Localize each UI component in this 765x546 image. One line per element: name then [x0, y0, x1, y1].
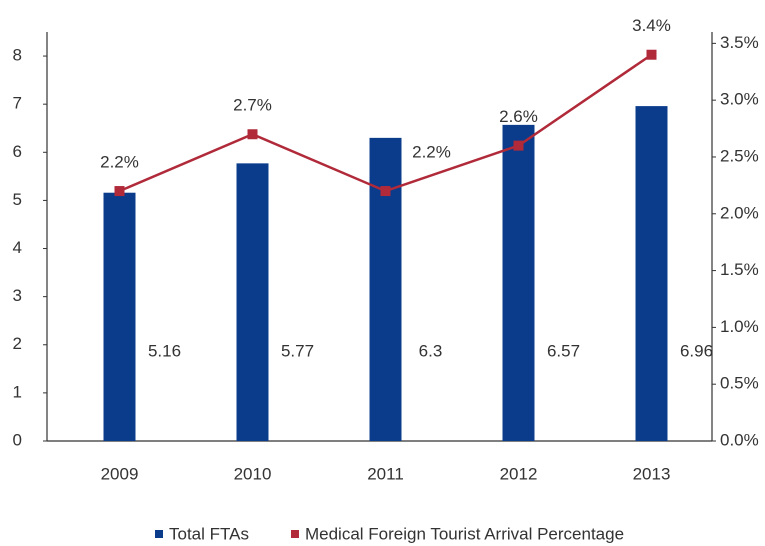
line-marker — [646, 49, 657, 60]
bar — [236, 163, 269, 441]
legend-swatch — [155, 530, 163, 538]
y2-tick-label: 3.5% — [720, 33, 759, 52]
y-tick-label: 0 — [13, 430, 22, 449]
y-tick-label: 5 — [13, 190, 22, 209]
x-tick-label: 2011 — [367, 464, 404, 483]
x-tick-label: 2010 — [234, 464, 272, 483]
bar-value-label: 5.16 — [148, 341, 181, 360]
y2-tick-label: 0.5% — [720, 374, 759, 393]
y-tick-label: 8 — [13, 46, 22, 65]
line-value-label: 2.6% — [499, 107, 538, 126]
bar — [369, 137, 402, 441]
line-marker — [247, 129, 258, 140]
legend-label: Medical Foreign Tourist Arrival Percenta… — [305, 524, 624, 543]
y2-tick-label: 2.0% — [720, 203, 759, 222]
bar-value-label: 6.3 — [419, 341, 443, 360]
line-marker — [513, 140, 524, 151]
bar — [103, 192, 136, 441]
y-tick-label: 3 — [13, 286, 22, 305]
bar-value-label: 6.57 — [547, 341, 580, 360]
line-value-label: 3.4% — [632, 16, 671, 35]
y-tick-label: 1 — [13, 382, 22, 401]
bar — [502, 124, 535, 441]
y2-tick-label: 1.5% — [720, 260, 759, 279]
y-tick-label: 2 — [13, 334, 22, 353]
line-value-label: 2.2% — [412, 143, 451, 162]
x-tick-label: 2013 — [633, 464, 671, 483]
line-marker — [114, 186, 125, 197]
bar-value-label: 6.96 — [680, 341, 713, 360]
line-value-label: 2.7% — [233, 96, 272, 115]
y2-tick-label: 2.5% — [720, 146, 759, 165]
y2-tick-label: 1.0% — [720, 317, 759, 336]
legend-label: Total FTAs — [169, 524, 249, 543]
x-tick-label: 2009 — [101, 464, 139, 483]
y-tick-label: 4 — [13, 238, 22, 257]
bar — [635, 106, 668, 442]
bar-value-label: 5.77 — [281, 341, 314, 360]
x-tick-label: 2012 — [500, 464, 538, 483]
y2-tick-label: 0.0% — [720, 430, 759, 449]
line-marker — [380, 186, 391, 197]
y-tick-label: 7 — [13, 94, 22, 113]
y2-tick-label: 3.0% — [720, 90, 759, 109]
line-value-label: 2.2% — [100, 153, 139, 172]
legend-swatch — [290, 530, 299, 538]
y-tick-label: 6 — [13, 142, 22, 161]
